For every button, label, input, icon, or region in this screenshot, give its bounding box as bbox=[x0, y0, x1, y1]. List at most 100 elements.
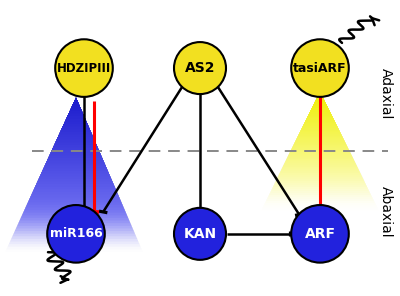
Text: miR166: miR166 bbox=[50, 227, 102, 240]
Polygon shape bbox=[48, 98, 102, 158]
Polygon shape bbox=[47, 98, 103, 160]
Polygon shape bbox=[40, 98, 110, 176]
Polygon shape bbox=[38, 98, 112, 181]
Polygon shape bbox=[59, 98, 92, 134]
Polygon shape bbox=[8, 98, 141, 247]
Polygon shape bbox=[302, 92, 338, 128]
Polygon shape bbox=[54, 98, 96, 145]
Polygon shape bbox=[264, 92, 376, 205]
Polygon shape bbox=[305, 92, 335, 122]
Polygon shape bbox=[17, 98, 132, 226]
Polygon shape bbox=[318, 92, 322, 96]
Polygon shape bbox=[277, 92, 363, 179]
Polygon shape bbox=[301, 92, 339, 130]
Text: KAN: KAN bbox=[184, 227, 216, 241]
Polygon shape bbox=[72, 98, 79, 105]
Polygon shape bbox=[311, 92, 329, 110]
Polygon shape bbox=[74, 98, 78, 103]
Ellipse shape bbox=[291, 205, 349, 263]
Polygon shape bbox=[286, 92, 354, 160]
Polygon shape bbox=[11, 98, 137, 239]
Polygon shape bbox=[21, 98, 128, 218]
Polygon shape bbox=[53, 98, 98, 147]
Polygon shape bbox=[316, 92, 324, 100]
Polygon shape bbox=[315, 92, 325, 102]
Polygon shape bbox=[268, 92, 372, 197]
Polygon shape bbox=[290, 92, 350, 152]
Polygon shape bbox=[10, 98, 138, 242]
Polygon shape bbox=[15, 98, 134, 231]
Polygon shape bbox=[27, 98, 122, 205]
Polygon shape bbox=[283, 92, 357, 167]
Text: tasiARF: tasiARF bbox=[293, 62, 347, 75]
Polygon shape bbox=[44, 98, 106, 168]
Polygon shape bbox=[280, 92, 360, 173]
Polygon shape bbox=[287, 92, 353, 159]
Polygon shape bbox=[272, 92, 368, 189]
Polygon shape bbox=[306, 92, 334, 120]
Polygon shape bbox=[36, 98, 114, 184]
Ellipse shape bbox=[55, 39, 113, 97]
Ellipse shape bbox=[291, 39, 349, 97]
Polygon shape bbox=[298, 92, 342, 136]
Polygon shape bbox=[314, 92, 326, 104]
Polygon shape bbox=[312, 92, 328, 108]
Polygon shape bbox=[289, 92, 351, 155]
Polygon shape bbox=[51, 98, 100, 153]
Polygon shape bbox=[34, 98, 116, 189]
Polygon shape bbox=[276, 92, 364, 181]
Polygon shape bbox=[63, 98, 88, 126]
Polygon shape bbox=[41, 98, 109, 173]
Polygon shape bbox=[284, 92, 356, 165]
Polygon shape bbox=[52, 98, 99, 150]
Polygon shape bbox=[45, 98, 106, 166]
Polygon shape bbox=[18, 98, 130, 223]
Polygon shape bbox=[28, 98, 121, 202]
Polygon shape bbox=[57, 98, 94, 139]
Polygon shape bbox=[292, 92, 348, 148]
Text: ARF: ARF bbox=[304, 227, 336, 241]
Polygon shape bbox=[288, 92, 352, 157]
Polygon shape bbox=[319, 92, 321, 94]
Polygon shape bbox=[307, 92, 333, 118]
Polygon shape bbox=[64, 98, 87, 124]
Polygon shape bbox=[20, 98, 129, 221]
Ellipse shape bbox=[174, 208, 226, 260]
Polygon shape bbox=[50, 98, 101, 155]
Polygon shape bbox=[39, 98, 111, 179]
Polygon shape bbox=[299, 92, 341, 134]
Polygon shape bbox=[309, 92, 331, 114]
Polygon shape bbox=[23, 98, 126, 213]
Polygon shape bbox=[308, 92, 332, 116]
Polygon shape bbox=[291, 92, 349, 150]
Polygon shape bbox=[65, 98, 86, 121]
Polygon shape bbox=[281, 92, 359, 170]
Polygon shape bbox=[279, 92, 361, 175]
Polygon shape bbox=[282, 92, 358, 169]
Polygon shape bbox=[294, 92, 346, 144]
Polygon shape bbox=[271, 92, 369, 191]
Polygon shape bbox=[16, 98, 133, 229]
Polygon shape bbox=[270, 92, 370, 193]
Polygon shape bbox=[275, 92, 365, 183]
Ellipse shape bbox=[47, 205, 105, 263]
Text: Adaxial: Adaxial bbox=[379, 67, 393, 119]
Polygon shape bbox=[263, 92, 377, 207]
Polygon shape bbox=[310, 92, 330, 112]
Polygon shape bbox=[26, 98, 124, 207]
Polygon shape bbox=[296, 92, 344, 140]
Polygon shape bbox=[9, 98, 140, 244]
Polygon shape bbox=[24, 98, 125, 210]
Polygon shape bbox=[273, 92, 367, 187]
Polygon shape bbox=[14, 98, 135, 234]
Polygon shape bbox=[274, 92, 366, 185]
Polygon shape bbox=[22, 98, 127, 215]
Text: HDZIPIII: HDZIPIII bbox=[57, 62, 111, 75]
Polygon shape bbox=[66, 98, 85, 119]
Polygon shape bbox=[278, 92, 362, 177]
Polygon shape bbox=[300, 92, 340, 132]
Polygon shape bbox=[33, 98, 117, 192]
Polygon shape bbox=[304, 92, 336, 124]
Polygon shape bbox=[42, 98, 108, 171]
Polygon shape bbox=[317, 92, 323, 98]
